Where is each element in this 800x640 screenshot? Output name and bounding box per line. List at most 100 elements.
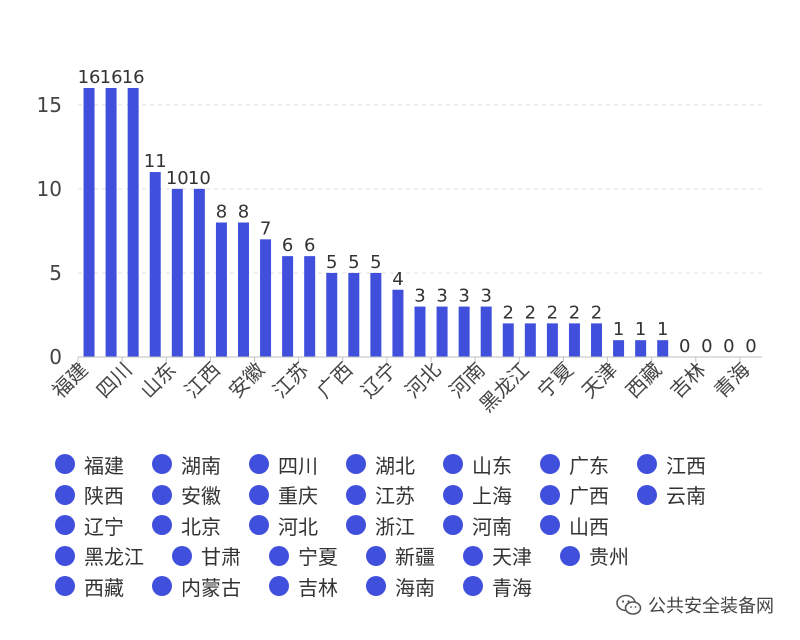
legend-marker	[152, 454, 172, 475]
legend-item[interactable]: 广西	[540, 480, 609, 509]
legend-item[interactable]: 宁夏	[269, 541, 338, 570]
legend-item[interactable]: 江西	[637, 450, 706, 479]
legend-item[interactable]: 内蒙古	[152, 572, 241, 601]
legend-label: 江西	[666, 453, 706, 478]
legend-item[interactable]: 黑龙江	[55, 541, 144, 570]
data-label: 3	[414, 286, 425, 307]
legend-marker	[152, 576, 172, 597]
legend-marker	[269, 576, 289, 597]
legend-label: 宁夏	[298, 545, 338, 570]
bar	[635, 340, 647, 357]
legend-row: 陕西 安徽 重庆 江苏 上海 广西 云南	[55, 480, 755, 511]
legend-item[interactable]: 湖北	[346, 450, 415, 479]
x-tick-label: 宁夏	[533, 358, 578, 403]
legend-marker	[443, 454, 463, 475]
legend-item[interactable]: 辽宁	[55, 511, 124, 540]
legend-item[interactable]: 山东	[443, 450, 512, 479]
legend-row: 西藏 内蒙古 吉林 海南 青海	[55, 571, 755, 602]
data-label: 2	[569, 302, 580, 323]
bar	[260, 239, 272, 357]
bar	[282, 256, 294, 357]
legend-marker	[366, 576, 386, 597]
bar	[414, 306, 426, 357]
legend-item[interactable]: 四川	[249, 450, 318, 479]
legend-item[interactable]: 青海	[463, 572, 532, 601]
bars	[83, 88, 669, 357]
wechat-icon	[616, 594, 642, 615]
legend-item[interactable]: 吉林	[269, 572, 338, 601]
watermark: 公共安全装备网	[616, 592, 774, 618]
legend-item[interactable]: 安徽	[152, 480, 221, 509]
legend-marker	[346, 484, 366, 505]
data-label: 10	[188, 168, 211, 189]
legend-label: 安徽	[181, 484, 221, 509]
legend-marker	[152, 484, 172, 505]
bar	[171, 188, 183, 357]
grid-lines	[78, 104, 762, 274]
bar	[304, 256, 316, 357]
legend-label: 广西	[569, 484, 609, 509]
legend-label: 福建	[84, 453, 124, 478]
data-label: 16	[100, 67, 123, 88]
data-label: 16	[78, 67, 101, 88]
legend-item[interactable]: 湖南	[152, 450, 221, 479]
bar	[480, 306, 492, 357]
legend-marker	[443, 515, 463, 536]
legend-label: 上海	[472, 484, 512, 509]
data-label: 5	[370, 252, 381, 273]
legend-item[interactable]: 广东	[540, 450, 609, 479]
bar	[149, 172, 161, 357]
legend-label: 天津	[492, 545, 532, 570]
legend-item[interactable]: 天津	[463, 541, 532, 570]
legend-marker	[249, 515, 269, 536]
legend-row: 辽宁 北京 河北 浙江 河南 山西	[55, 510, 755, 541]
legend-marker	[540, 484, 560, 505]
bar	[546, 323, 558, 357]
bar	[502, 323, 514, 357]
legend-item[interactable]: 河北	[249, 511, 318, 540]
legend-item[interactable]: 云南	[637, 480, 706, 509]
legend-label: 四川	[278, 453, 318, 478]
legend-item[interactable]: 海南	[366, 572, 435, 601]
legend-label: 广东	[569, 453, 609, 478]
legend-marker	[540, 454, 560, 475]
legend-marker	[249, 454, 269, 475]
legend-marker	[55, 515, 75, 536]
legend-label: 浙江	[375, 514, 415, 539]
legend-marker	[55, 545, 75, 566]
legend-item[interactable]: 西藏	[55, 572, 124, 601]
legend-label: 北京	[181, 514, 221, 539]
legend-item[interactable]: 重庆	[249, 480, 318, 509]
legend-marker	[346, 454, 366, 475]
x-tick-label: 四川	[91, 358, 136, 403]
legend-item[interactable]: 江苏	[346, 480, 415, 509]
legend-item[interactable]: 上海	[443, 480, 512, 509]
legend-item[interactable]: 新疆	[366, 541, 435, 570]
legend-marker	[637, 454, 657, 475]
legend-item[interactable]: 甘肃	[172, 541, 241, 570]
legend-marker	[366, 545, 386, 566]
legend-marker	[249, 484, 269, 505]
legend-label: 山西	[569, 514, 609, 539]
x-tick-label: 吉林	[665, 358, 710, 403]
legend-item[interactable]: 浙江	[346, 511, 415, 540]
data-label: 0	[723, 336, 734, 357]
legend-label: 云南	[666, 484, 706, 509]
bar	[370, 272, 382, 357]
legend-item[interactable]: 山西	[540, 511, 609, 540]
legend-label: 甘肃	[201, 545, 241, 570]
legend-item[interactable]: 河南	[443, 511, 512, 540]
legend-label: 内蒙古	[181, 575, 241, 600]
legend-item[interactable]: 北京	[152, 511, 221, 540]
x-tick-label: 江西	[180, 358, 225, 403]
bar	[105, 88, 117, 357]
legend-item[interactable]: 福建	[55, 450, 124, 479]
data-label: 1	[657, 319, 668, 340]
legend-item[interactable]: 贵州	[560, 541, 629, 570]
legend-label: 重庆	[278, 484, 318, 509]
data-label: 8	[216, 202, 227, 223]
data-label: 11	[144, 151, 167, 172]
legend-item[interactable]: 陕西	[55, 480, 124, 509]
